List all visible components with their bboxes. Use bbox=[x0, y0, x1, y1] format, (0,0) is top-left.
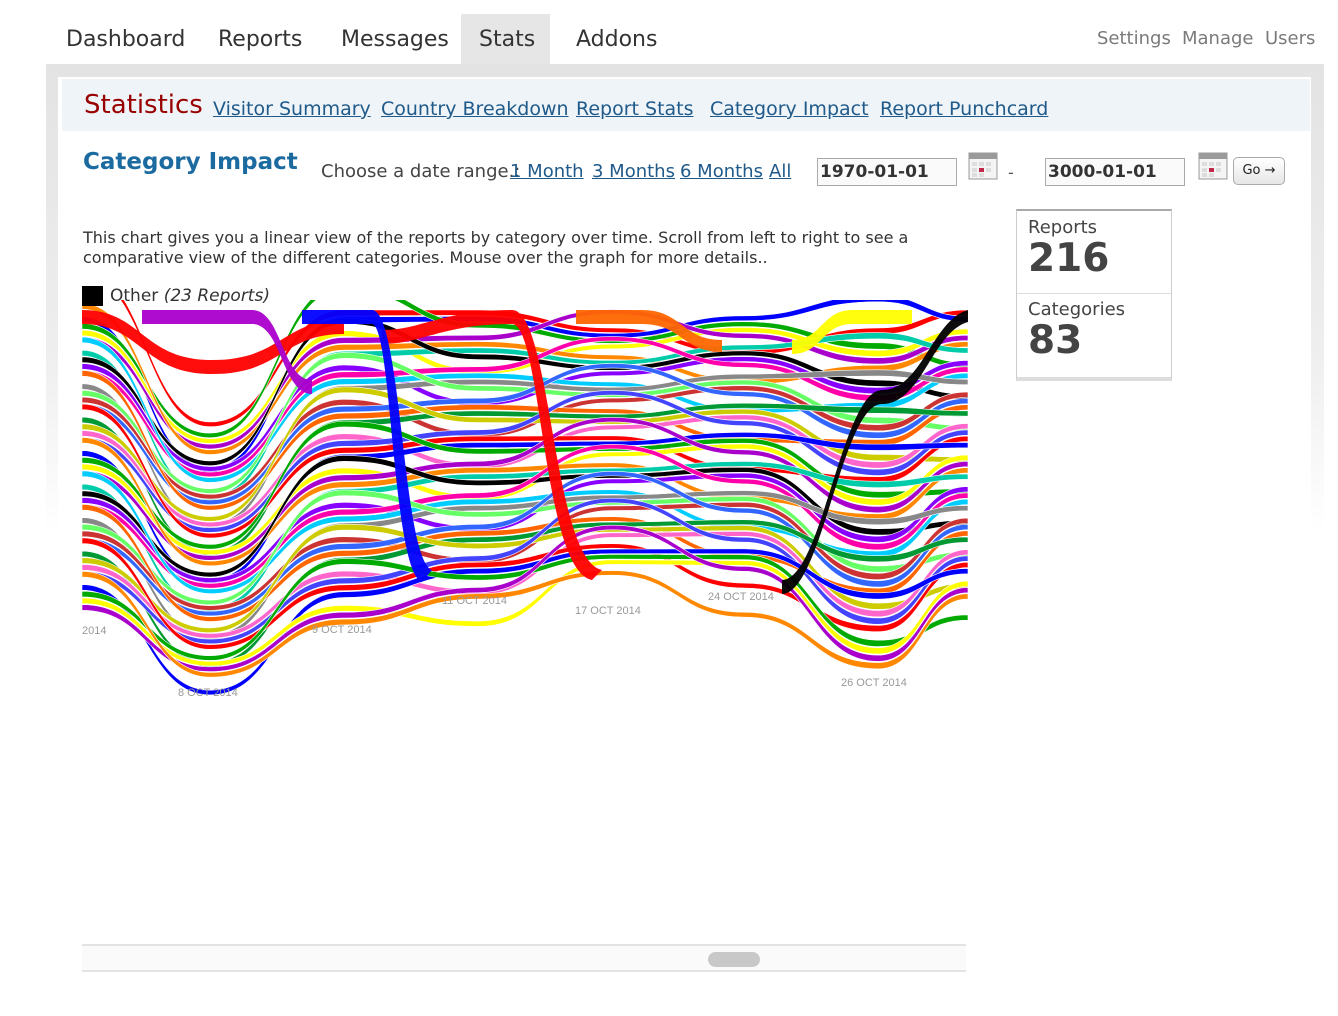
report-stats-link[interactable]: Report Stats bbox=[576, 98, 694, 120]
stat-value: 216 bbox=[1028, 236, 1110, 281]
date-from-field[interactable] bbox=[817, 158, 957, 186]
tab-addons[interactable]: Addons bbox=[576, 27, 658, 52]
legend-count: (23 Reports) bbox=[163, 286, 270, 306]
range-6-months-link[interactable]: 6 Months bbox=[680, 161, 763, 182]
x-tick-label: 2014 bbox=[82, 625, 106, 637]
chart-description: This chart gives you a linear view of th… bbox=[83, 228, 909, 267]
stat-label: Categories bbox=[1028, 299, 1126, 320]
divider bbox=[1017, 293, 1171, 294]
stats-subnav bbox=[62, 79, 1310, 131]
scrollbar-thumb[interactable] bbox=[708, 952, 760, 967]
range-3-months-link[interactable]: 3 Months bbox=[592, 161, 675, 182]
category-stream[interactable] bbox=[82, 310, 344, 374]
category-stream[interactable] bbox=[82, 327, 968, 444]
users-link[interactable]: Users bbox=[1265, 28, 1316, 49]
go-button[interactable]: Go → bbox=[1233, 157, 1285, 185]
category-stream[interactable] bbox=[82, 443, 968, 556]
chart-scrollbar[interactable] bbox=[82, 944, 966, 972]
category-stream[interactable] bbox=[82, 386, 968, 522]
range-all-link[interactable]: All bbox=[769, 161, 792, 182]
category-stream[interactable] bbox=[82, 309, 968, 450]
category-stream[interactable] bbox=[82, 570, 968, 678]
tab-reports[interactable]: Reports bbox=[218, 27, 303, 52]
range-1-month-link[interactable]: 1 Month bbox=[510, 161, 584, 182]
category-stream[interactable] bbox=[142, 310, 312, 394]
legend-swatch bbox=[82, 286, 103, 306]
category-stream[interactable] bbox=[792, 310, 912, 354]
legend-entry: Other (23 Reports) bbox=[110, 286, 270, 306]
calendar-icon[interactable] bbox=[1198, 152, 1228, 180]
date-to-field[interactable] bbox=[1045, 158, 1185, 186]
country-breakdown-link[interactable]: Country Breakdown bbox=[381, 98, 569, 120]
category-stream[interactable] bbox=[82, 537, 968, 650]
calendar-icon[interactable] bbox=[968, 152, 998, 180]
category-stream[interactable] bbox=[82, 417, 968, 561]
category-stream[interactable] bbox=[576, 310, 722, 352]
category-stream[interactable] bbox=[82, 303, 968, 455]
x-tick-label: 9 OCT 2014 bbox=[312, 624, 372, 636]
x-tick-label: 11 OCT 2014 bbox=[442, 595, 507, 607]
statistics-heading: Statistics bbox=[84, 90, 203, 120]
tab-stats[interactable]: Stats bbox=[461, 14, 550, 66]
stat-reports: Reports 216 bbox=[1028, 217, 1109, 280]
category-stream[interactable] bbox=[82, 363, 968, 505]
category-stream[interactable] bbox=[82, 472, 968, 583]
stat-label: Reports bbox=[1028, 217, 1098, 238]
tab-dashboard[interactable]: Dashboard bbox=[66, 27, 186, 52]
category-stream[interactable] bbox=[82, 548, 968, 696]
report-punchcard-link[interactable]: Report Punchcard bbox=[880, 98, 1049, 120]
category-stream[interactable] bbox=[82, 336, 968, 478]
top-nav: Dashboard Reports Messages Stats Addons … bbox=[0, 0, 1338, 66]
category-stream[interactable] bbox=[82, 390, 968, 533]
category-stream[interactable] bbox=[302, 310, 432, 582]
manage-link[interactable]: Manage bbox=[1182, 28, 1254, 49]
category-stream[interactable] bbox=[82, 444, 968, 589]
x-tick-label: 17 OCT 2014 bbox=[575, 605, 641, 617]
x-tick-label: 8 OCT 2014 bbox=[178, 687, 238, 699]
visitor-summary-link[interactable]: Visitor Summary bbox=[213, 98, 371, 120]
date-range-label: Choose a date range.: bbox=[321, 161, 521, 182]
x-tick-label: 24 OCT 2014 bbox=[708, 591, 774, 603]
category-stream[interactable] bbox=[82, 420, 968, 550]
category-stream[interactable] bbox=[382, 310, 602, 580]
category-impact-link[interactable]: Category Impact bbox=[710, 98, 869, 120]
category-impact-chart[interactable]: 2014 8 OCT 2014 9 OCT 2014 11 OCT 2014 17 OC… bbox=[82, 300, 968, 710]
category-stream[interactable] bbox=[82, 414, 968, 528]
category-stream[interactable] bbox=[82, 385, 968, 500]
tab-messages[interactable]: Messages bbox=[341, 27, 449, 52]
legend-label: Other bbox=[110, 286, 159, 306]
stat-categories: Categories 83 bbox=[1028, 299, 1125, 362]
stats-summary: Reports 216 Categories 83 bbox=[1016, 209, 1172, 381]
category-stream[interactable] bbox=[82, 554, 968, 661]
stat-value: 83 bbox=[1028, 318, 1083, 363]
date-separator: - bbox=[1008, 163, 1014, 182]
page-title: Category Impact bbox=[83, 149, 298, 175]
category-stream[interactable] bbox=[82, 523, 968, 633]
x-tick-label: 26 OCT 2014 bbox=[841, 677, 907, 689]
category-stream[interactable] bbox=[82, 352, 968, 494]
streamgraph-svg[interactable]: 2014 8 OCT 2014 9 OCT 2014 11 OCT 2014 17 OC… bbox=[82, 300, 968, 710]
settings-link[interactable]: Settings bbox=[1097, 28, 1171, 49]
